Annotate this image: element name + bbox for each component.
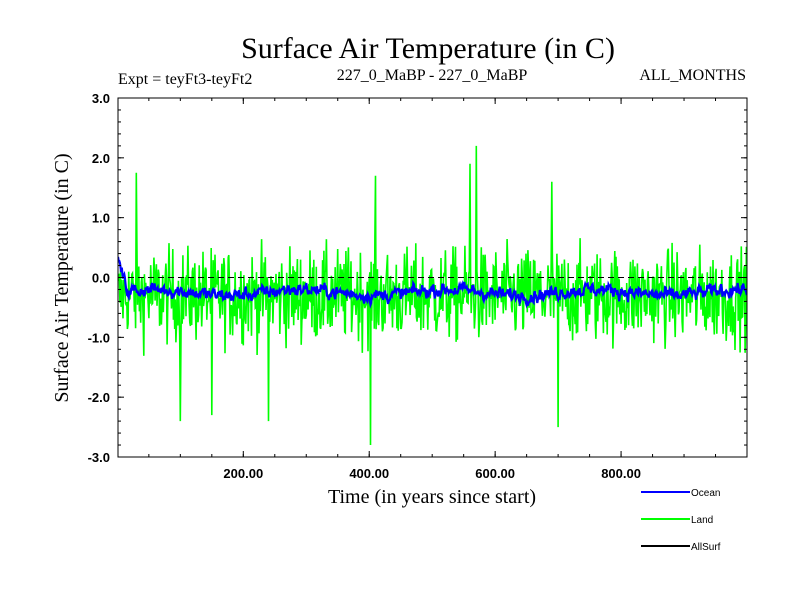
y-tick-label: 2.0	[92, 151, 110, 166]
y-axis-label: Surface Air Temperature (in C)	[51, 153, 73, 402]
y-tick-label: -3.0	[88, 450, 110, 465]
x-tick-label: 800.00	[601, 466, 641, 481]
months-label: ALL_MONTHS	[639, 67, 746, 84]
chart-title: Surface Air Temperature (in C)	[241, 32, 615, 65]
legend-label-land: Land	[691, 515, 713, 526]
legend-label-allsurf: AllSurf	[691, 542, 721, 553]
plot-area: 3.0 2.0 1.0 0.0 -1.0 -2.0 -3.0 200.00 400.00 600…	[88, 91, 748, 481]
y-tick-label: 3.0	[92, 91, 110, 106]
ocean-series-line	[118, 256, 747, 309]
x-tick-label: 600.00	[475, 466, 515, 481]
experiment-label: Expt = teyFt3-teyFt2	[118, 71, 252, 88]
period-label: 227_0_MaBP - 227_0_MaBP	[337, 67, 528, 84]
x-tick-label: 200.00	[223, 466, 263, 481]
y-axis: 3.0 2.0 1.0 0.0 -1.0 -2.0 -3.0	[88, 91, 747, 465]
x-axis: 200.00 400.00 600.00 800.00	[148, 98, 717, 481]
y-tick-label: 0.0	[92, 271, 110, 286]
x-axis-label: Time (in years since start)	[328, 486, 536, 508]
x-tick-label: 400.00	[349, 466, 389, 481]
y-tick-label: -2.0	[88, 390, 110, 405]
series-layer	[118, 145, 747, 446]
y-tick-label: 1.0	[92, 211, 110, 226]
legend: Ocean Land AllSurf	[641, 488, 721, 553]
legend-label-ocean: Ocean	[691, 488, 720, 499]
y-tick-label: -1.0	[88, 330, 110, 345]
